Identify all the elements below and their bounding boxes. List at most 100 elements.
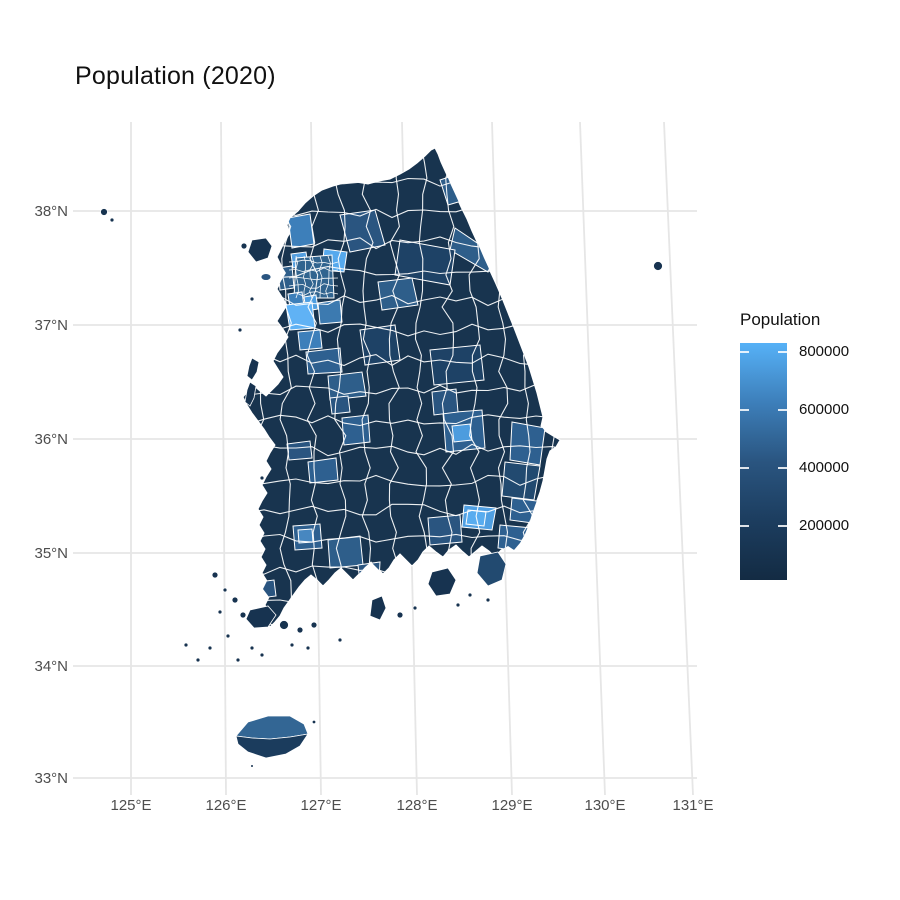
island-sw-7 <box>207 645 213 651</box>
y-tick-33n: 33°N <box>34 770 68 787</box>
x-tick-128e: 128°E <box>396 797 438 814</box>
seoul-district-borders <box>288 255 339 299</box>
y-tick-34n: 34°N <box>34 658 68 675</box>
region-andong <box>429 344 485 386</box>
island-tongyeong-1 <box>467 592 473 598</box>
region-jinju <box>427 514 463 546</box>
y-tick-38n: 38°N <box>34 203 68 220</box>
island-sinji <box>296 626 304 634</box>
region-yongin <box>317 299 343 325</box>
region-paju <box>287 213 315 249</box>
island-goheung-1 <box>396 611 404 619</box>
legend: Population 800000 600000 400000 200000 <box>740 310 890 580</box>
border-line <box>288 291 339 297</box>
island-heuksan-2 <box>183 642 189 648</box>
x-tick-127e: 127°E <box>300 797 342 814</box>
island-baengnyeong <box>100 208 108 216</box>
region-pyeongtaek <box>297 329 323 351</box>
legend-label-200000: 200000 <box>799 517 850 534</box>
border-line <box>325 255 331 299</box>
region-yeosu <box>357 561 381 601</box>
border-line <box>243 414 560 427</box>
island-sw-9 <box>235 657 241 663</box>
y-tick-35n: 35°N <box>34 545 68 562</box>
island-marado <box>250 764 254 768</box>
island-geumil <box>310 621 318 629</box>
region-gumi <box>431 388 459 416</box>
border-line <box>333 148 347 627</box>
border-line <box>361 148 374 627</box>
border-line <box>243 323 560 337</box>
island-cheongsan <box>305 645 311 651</box>
island-daecheong <box>109 217 115 223</box>
island-dolsan <box>369 595 387 621</box>
legend-label-600000: 600000 <box>799 401 850 418</box>
border-line <box>545 148 559 627</box>
island-west-1 <box>237 327 243 333</box>
region-wonju <box>377 277 419 311</box>
region-daegu-center <box>451 423 473 443</box>
x-tick-125e: 125°E <box>110 797 152 814</box>
legend-tick <box>778 525 787 527</box>
island-jeju-south <box>235 733 309 759</box>
border-line <box>243 474 560 487</box>
border-line <box>309 255 315 299</box>
y-tick-37n: 37°N <box>34 317 68 334</box>
x-tick-129e: 129°E <box>491 797 533 814</box>
region-gyeongju <box>501 461 541 501</box>
region-mokpo <box>257 579 277 599</box>
island-goheung-2 <box>412 605 418 611</box>
border-line <box>318 255 323 299</box>
island-sw-4 <box>217 609 223 615</box>
island-wando <box>279 620 289 630</box>
island-heuksan-1 <box>195 657 201 663</box>
border-line <box>295 255 299 299</box>
island-tongyeong-2 <box>455 602 461 608</box>
border-line <box>243 503 560 517</box>
border-line <box>243 383 560 396</box>
legend-tick <box>740 525 749 527</box>
legend-tick <box>740 467 749 469</box>
legend-tick <box>740 409 749 411</box>
island-jindo <box>245 605 277 629</box>
y-tick-36n: 36°N <box>34 431 68 448</box>
island-udo <box>311 719 317 725</box>
region-pohang <box>509 421 546 466</box>
island-gyodong <box>240 242 248 250</box>
legend-tick <box>778 467 787 469</box>
x-tick-130e: 130°E <box>584 797 626 814</box>
legend-tick <box>778 351 787 353</box>
island-geoje <box>476 551 507 587</box>
island-namhae <box>427 567 457 597</box>
region-sejong <box>329 395 351 415</box>
legend-colorbar <box>740 343 787 580</box>
island-ganghwa <box>247 237 273 263</box>
legend-title: Population <box>740 310 821 329</box>
x-tick-126e: 126°E <box>205 797 247 814</box>
mainland <box>242 147 561 628</box>
island-wido <box>259 475 265 481</box>
region-gunsan <box>286 440 313 461</box>
legend-tick <box>740 351 749 353</box>
island-ulleungdo <box>653 261 663 271</box>
island-bogil <box>289 642 295 648</box>
island-sw-10 <box>259 652 265 658</box>
border-line <box>288 276 339 281</box>
islands <box>100 208 663 768</box>
legend-label-400000: 400000 <box>799 459 850 476</box>
region-suncheon <box>327 535 364 569</box>
island-sw-2 <box>222 587 228 593</box>
legend-label-800000: 800000 <box>799 343 850 360</box>
border-line <box>288 267 339 273</box>
island-sw-5 <box>239 611 247 619</box>
island-sw-8 <box>249 645 255 651</box>
border-line <box>279 148 292 627</box>
island-tongyeong-3 <box>485 597 491 603</box>
island-sw-1 <box>211 571 219 579</box>
plot-title: Population (2020) <box>75 62 276 90</box>
island-sw-6 <box>225 633 231 639</box>
island-geomun <box>337 637 343 643</box>
island-yeongjong <box>260 273 272 281</box>
border-line <box>302 255 307 298</box>
island-sw-3 <box>231 596 239 604</box>
